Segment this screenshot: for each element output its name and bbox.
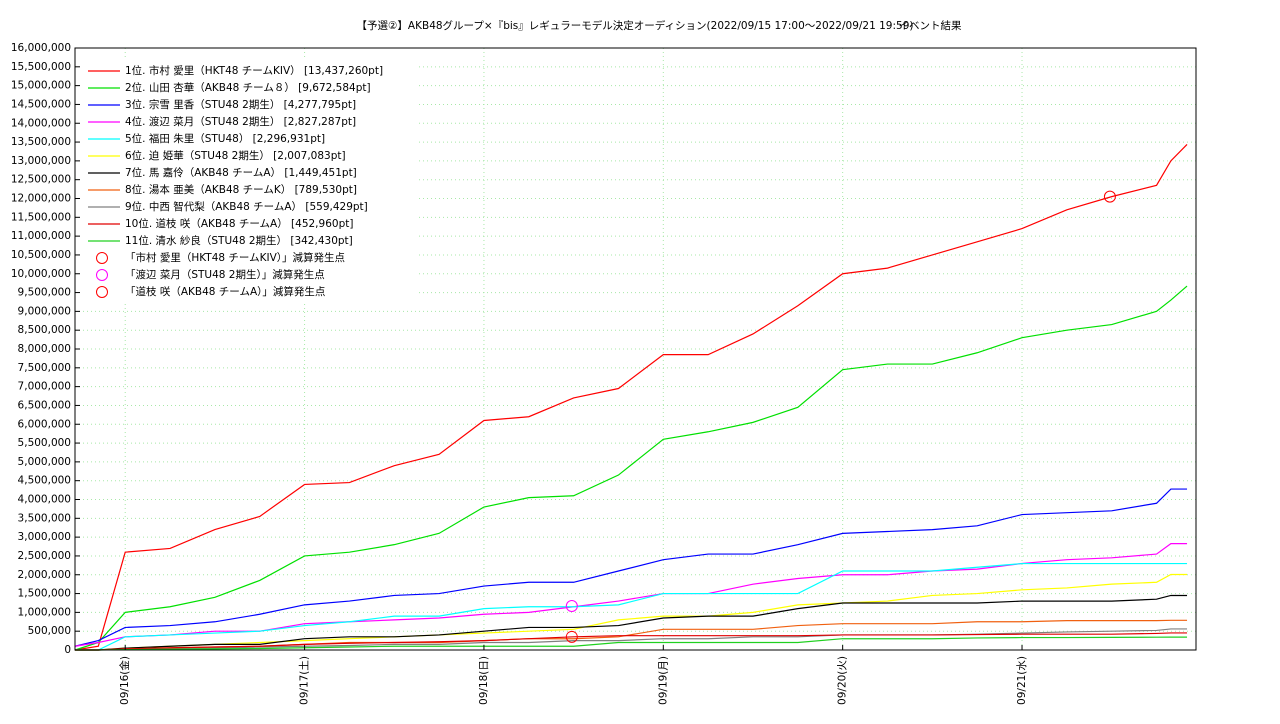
- y-tick-label: 6,500,000: [18, 399, 71, 411]
- legend: 1位. 市村 愛里（HKT48 チームKIV） [13,437,260pt] 2位…: [88, 64, 383, 298]
- y-tick-label: 7,500,000: [18, 362, 71, 374]
- series-line: [74, 285, 1188, 651]
- y-tick-label: 500,000: [28, 625, 71, 637]
- y-tick-label: 14,000,000: [11, 117, 71, 129]
- y-tick-label: 12,500,000: [11, 174, 71, 186]
- legend-label: 「道枝 咲（AKB48 チームA）」減算発生点: [125, 285, 325, 298]
- legend-box: [76, 58, 416, 302]
- series-line: [74, 488, 1188, 647]
- y-tick-label: 7,000,000: [18, 381, 71, 393]
- legend-label: 「渡辺 菜月（STU48 2期生）」減算発生点: [125, 268, 325, 281]
- series-line: [75, 573, 1188, 651]
- legend-label: 8位. 湯本 亜美（AKB48 チームK） [789,530pt]: [125, 183, 357, 196]
- y-tick-label: 10,500,000: [11, 249, 71, 261]
- chart-title: 【予選②】AKB48グループ×『bis』レギュラーモデル決定オーディション(20…: [357, 19, 914, 32]
- x-tick-label: 09/19(月): [657, 656, 669, 705]
- y-tick-label: 14,500,000: [11, 98, 71, 110]
- y-tick-label: 15,000,000: [11, 80, 71, 92]
- x-tick-label: 09/20(火): [837, 656, 849, 705]
- legend-label: 10位. 道枝 咲（AKB48 チームA） [452,960pt]: [125, 217, 353, 230]
- y-tick-label: 13,000,000: [11, 155, 71, 167]
- legend-swatch: [96, 286, 108, 298]
- legend-label: 3位. 宗雪 里香（STU48 2期生） [4,277,795pt]: [125, 98, 356, 111]
- y-tick-label: 16,000,000: [11, 42, 71, 54]
- y-tick-label: 10,000,000: [11, 268, 71, 280]
- series-line: [74, 144, 1188, 651]
- y-tick-label: 4,500,000: [18, 475, 71, 487]
- legend-label: 11位. 清水 紗良（STU48 2期生） [342,430pt]: [125, 234, 353, 247]
- legend-label: 「市村 愛里（HKT48 チームKIV）」減算発生点: [125, 251, 345, 264]
- y-tick-label: 13,500,000: [11, 136, 71, 148]
- legend-label: 4位. 渡辺 菜月（STU48 2期生） [2,827,287pt]: [125, 115, 356, 128]
- y-tick-label: 9,000,000: [18, 305, 71, 317]
- marker-point: [565, 599, 578, 612]
- chart-subtitle: イベント結果: [899, 19, 962, 32]
- x-tick-label: 09/16(金): [118, 656, 131, 705]
- y-tick-label: 8,500,000: [18, 324, 71, 336]
- series-line: [75, 628, 1188, 651]
- y-tick-label: 1,000,000: [18, 606, 71, 618]
- x-tick-label: 09/17(土): [298, 656, 311, 705]
- y-tick-label: 5,000,000: [18, 456, 71, 468]
- series-line: [74, 543, 1188, 647]
- y-tick-label: 0: [64, 644, 71, 656]
- series-line: [75, 636, 1188, 651]
- legend-swatch: [96, 269, 108, 281]
- y-tick-label: 2,500,000: [18, 550, 71, 562]
- plot: [74, 144, 1188, 651]
- marker-point: [1103, 190, 1116, 203]
- y-tick-label: 9,500,000: [18, 287, 71, 299]
- series-line: [75, 562, 1188, 651]
- legend-swatch: [96, 252, 108, 264]
- y-tick-label: 15,500,000: [11, 61, 71, 73]
- series-line: [75, 594, 1188, 651]
- axes: 0 500,000 1,000,000 1,500,000 2,000,000 2,500…: [11, 42, 1028, 705]
- series-line: [75, 632, 1188, 651]
- legend-label: 1位. 市村 愛里（HKT48 チームKIV） [13,437,260pt]: [125, 64, 383, 77]
- y-tick-label: 11,500,000: [11, 211, 71, 223]
- y-tick-label: 12,000,000: [11, 193, 71, 205]
- y-tick-label: 3,000,000: [18, 531, 71, 543]
- legend-label: 9位. 中西 智代梨（AKB48 チームA） [559,429pt]: [125, 200, 368, 213]
- legend-label: 7位. 馬 嘉伶（AKB48 チームA） [1,449,451pt]: [125, 166, 357, 179]
- legend-label: 2位. 山田 杏華（AKB48 チーム８） [9,672,584pt]: [125, 81, 371, 94]
- y-tick-label: 6,000,000: [18, 418, 71, 430]
- y-tick-label: 5,500,000: [18, 437, 71, 449]
- y-tick-label: 8,000,000: [18, 343, 71, 355]
- legend-label: 6位. 迫 姫華（STU48 2期生） [2,007,083pt]: [125, 149, 346, 162]
- marker-point: [565, 630, 578, 643]
- legend-label: 5位. 福田 朱里（STU48） [2,296,931pt]: [125, 132, 325, 145]
- x-tick-label: 09/21(水): [1016, 656, 1028, 705]
- y-tick-label: 11,000,000: [11, 230, 71, 242]
- y-tick-label: 4,000,000: [18, 494, 71, 506]
- y-tick-label: 1,500,000: [18, 588, 71, 600]
- y-tick-label: 2,000,000: [18, 569, 71, 581]
- x-tick-label: 09/18(日): [478, 656, 490, 705]
- y-tick-label: 3,500,000: [18, 512, 71, 524]
